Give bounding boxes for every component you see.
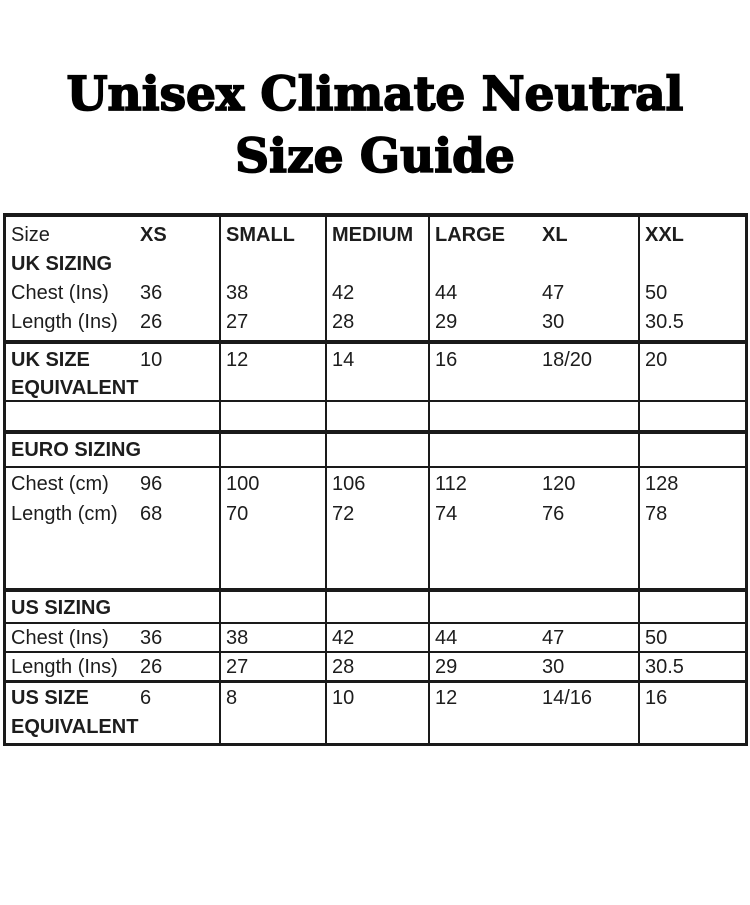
us-length-label: Length (Ins) <box>11 656 118 678</box>
uk-chest-large: 44 <box>435 282 458 304</box>
uk-sizing-row: UK SIZING <box>6 251 219 280</box>
table-section-uk-equivalent: UK SIZE 10 EQUIVALENT 12 14 16 18/20 20 <box>6 344 745 402</box>
table-spacer-row <box>6 402 745 434</box>
us-equivalent-label-line2: EQUIVALENT <box>11 716 139 738</box>
uk-length-small: 27 <box>226 311 249 333</box>
euro-chest-large: 112 <box>435 473 467 495</box>
header-xl: XL <box>542 224 568 246</box>
uk-length-xxl: 30.5 <box>645 311 684 333</box>
uk-length-xl: 30 <box>542 311 565 333</box>
page-title-line1: Unisex Climate Neutral <box>66 66 685 123</box>
us-length-xxl: 30.5 <box>645 656 684 678</box>
col-medium: MEDIUM 42 28 <box>327 217 430 340</box>
uk-equivalent-small: 12 <box>226 349 249 371</box>
uk-chest-row: Chest (Ins) 36 <box>6 280 219 309</box>
col-large-xl: LARGE XL 44 47 29 30 <box>430 217 640 340</box>
table-section-us-chest: Chest (Ins) 36 38 42 44 47 50 <box>6 624 745 653</box>
uk-chest-xs: 36 <box>140 282 163 304</box>
us-chest-label: Chest (Ins) <box>11 627 109 649</box>
us-length-xs: 26 <box>140 656 163 678</box>
table-section-us-equivalent: US SIZE 6 EQUIVALENT 8 10 12 14/16 16 <box>6 683 745 743</box>
us-length-medium: 28 <box>332 656 355 678</box>
uk-chest-label: Chest (Ins) <box>11 282 109 304</box>
uk-equivalent-xxl: 20 <box>645 349 668 371</box>
euro-length-small: 70 <box>226 503 249 525</box>
euro-length-large: 74 <box>435 503 458 525</box>
us-chest-xl: 47 <box>542 627 565 649</box>
header-small: SMALL <box>226 224 295 246</box>
us-equivalent-xxl: 16 <box>645 687 668 709</box>
uk-chest-medium: 42 <box>332 282 355 304</box>
us-chest-large: 44 <box>435 627 458 649</box>
euro-length-row: Length (cm) 68 <box>6 501 219 531</box>
euro-chest-xs: 96 <box>140 473 163 495</box>
euro-length-label: Length (cm) <box>11 503 118 525</box>
header-xs: XS <box>140 224 167 246</box>
uk-equivalent-xl: 18/20 <box>542 349 593 371</box>
us-equivalent-medium: 10 <box>332 687 355 709</box>
uk-length-row: Length (Ins) 26 <box>6 309 219 338</box>
uk-equivalent-medium: 14 <box>332 349 355 371</box>
header-large: LARGE <box>435 224 505 246</box>
table-section-euro-header: EURO SIZING <box>6 434 745 468</box>
euro-chest-small: 100 <box>226 473 260 495</box>
col-small: SMALL 38 27 <box>221 217 327 340</box>
us-chest-small: 38 <box>226 627 249 649</box>
page-title: Unisex Climate Neutral Size Guide <box>0 64 750 188</box>
header-row: Size XS <box>6 222 219 251</box>
table-section-euro-data: Chest (cm) 96 Length (cm) 68 100 70 106 … <box>6 468 745 592</box>
euro-length-xs: 68 <box>140 503 163 525</box>
header-medium: MEDIUM <box>332 224 414 246</box>
table-section-uk-top: Size XS UK SIZING Chest (Ins) 36 Length … <box>6 217 745 344</box>
uk-length-xs: 26 <box>140 311 163 333</box>
us-equivalent-large: 12 <box>435 687 458 709</box>
us-length-large: 29 <box>435 656 458 678</box>
header-xxl: XXL <box>645 224 684 246</box>
uk-equivalent-label-line2: EQUIVALENT <box>11 377 139 399</box>
header-size: Size <box>11 224 50 246</box>
uk-chest-xxl: 50 <box>645 282 668 304</box>
euro-chest-xl: 120 <box>542 473 576 495</box>
uk-chest-small: 38 <box>226 282 249 304</box>
uk-equivalent-label-line1: UK SIZE <box>11 349 90 371</box>
euro-length-xl: 76 <box>542 503 565 525</box>
us-length-small: 27 <box>226 656 249 678</box>
uk-equivalent-large: 16 <box>435 349 458 371</box>
euro-chest-label: Chest (cm) <box>11 473 109 495</box>
col-size-xs: Size XS UK SIZING Chest (Ins) 36 Length … <box>6 217 221 340</box>
euro-chest-row: Chest (cm) 96 <box>6 471 219 501</box>
uk-length-label: Length (Ins) <box>11 311 118 333</box>
col-xxl: XXL 50 30.5 <box>640 217 745 340</box>
euro-sizing-label: EURO SIZING <box>11 439 142 461</box>
uk-equivalent-xs: 10 <box>140 349 163 371</box>
uk-sizing-label: UK SIZING <box>11 253 113 275</box>
us-length-xl: 30 <box>542 656 565 678</box>
table-section-us-length: Length (Ins) 26 27 28 29 30 30.5 <box>6 653 745 683</box>
us-equivalent-xs: 6 <box>140 687 152 709</box>
euro-length-medium: 72 <box>332 503 355 525</box>
uk-length-large: 29 <box>435 311 458 333</box>
us-chest-medium: 42 <box>332 627 355 649</box>
us-equivalent-label-line1: US SIZE <box>11 687 89 709</box>
uk-chest-xl: 47 <box>542 282 565 304</box>
euro-length-xxl: 78 <box>645 503 668 525</box>
us-sizing-label: US SIZING <box>11 597 112 619</box>
euro-chest-xxl: 128 <box>645 473 679 495</box>
us-chest-xs: 36 <box>140 627 163 649</box>
page-title-line2: Size Guide <box>234 128 515 185</box>
table-section-us-header: US SIZING <box>6 592 745 624</box>
size-guide-table: Size XS UK SIZING Chest (Ins) 36 Length … <box>3 213 748 746</box>
us-chest-xxl: 50 <box>645 627 668 649</box>
us-equivalent-xl: 14/16 <box>542 687 593 709</box>
euro-chest-medium: 106 <box>332 473 366 495</box>
uk-length-medium: 28 <box>332 311 355 333</box>
us-equivalent-small: 8 <box>226 687 238 709</box>
